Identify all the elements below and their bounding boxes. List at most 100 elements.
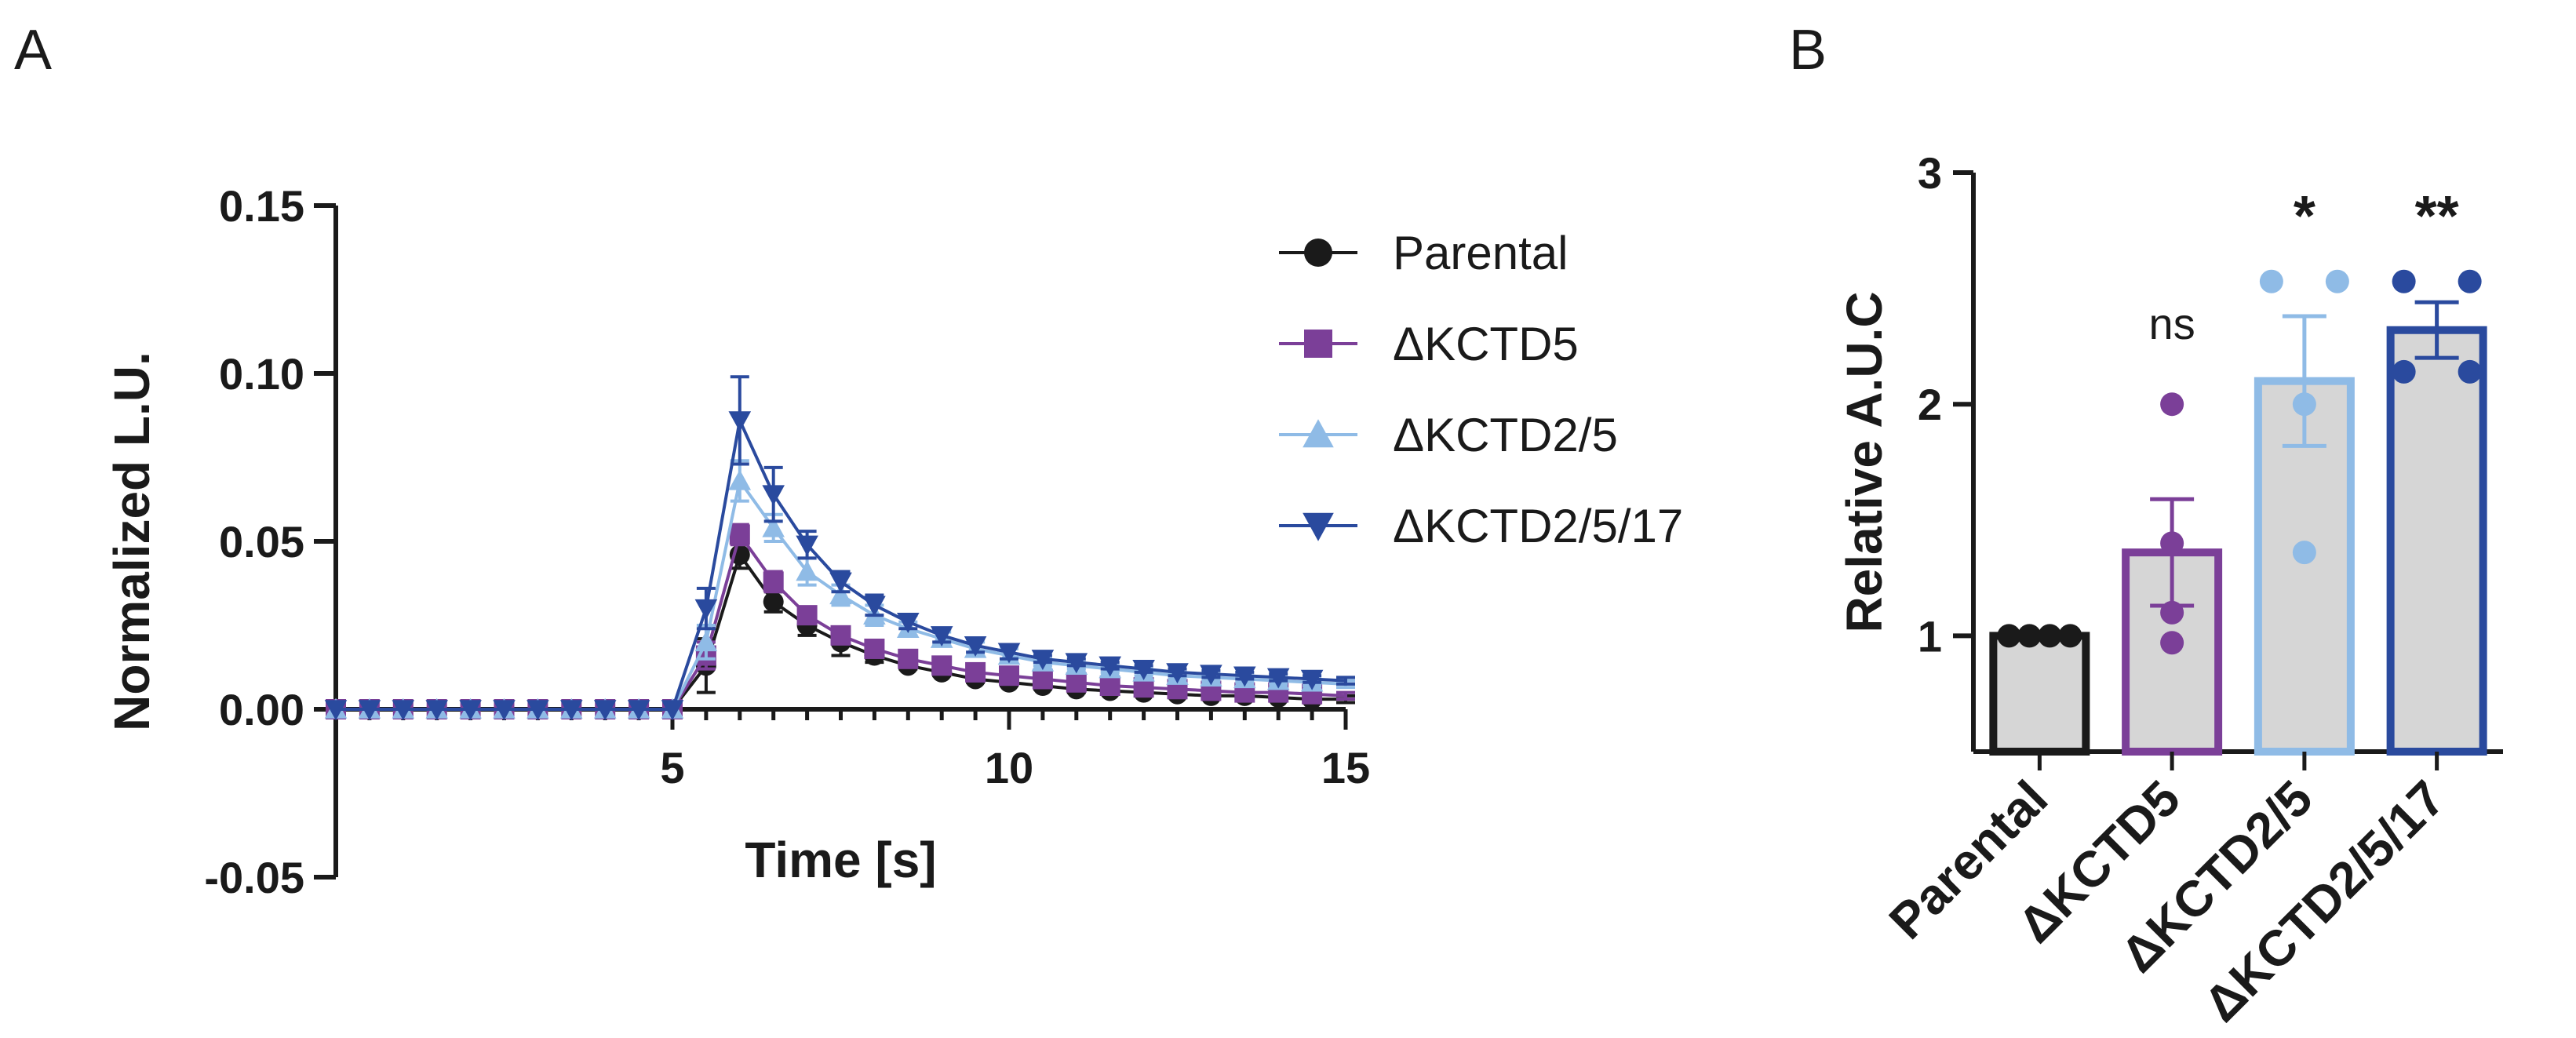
- x-axis-title: Time [s]: [745, 832, 936, 888]
- legend-label: ΔKCTD2/5/17: [1393, 500, 1683, 552]
- replicate-point: [2458, 269, 2482, 293]
- data-point: [1065, 653, 1088, 674]
- data-point: [763, 571, 784, 592]
- y-tick-label: 3: [1918, 148, 1942, 198]
- data-point: [897, 613, 920, 634]
- legend: Parental ΔKCTD5 ΔKCTD2/5 ΔKCTD2/5/17: [1279, 227, 1683, 552]
- data-point: [694, 631, 718, 652]
- significance-label: **: [2415, 185, 2459, 248]
- x-tick-label: 5: [660, 743, 684, 792]
- series-line: [336, 530, 1346, 711]
- data-point: [526, 700, 549, 721]
- data-point: [560, 700, 583, 721]
- y-tick-label: 0.15: [219, 181, 304, 231]
- data-point: [1200, 665, 1222, 686]
- data-point: [593, 700, 617, 721]
- data-point: [762, 516, 785, 537]
- data-point: [728, 411, 752, 432]
- data-point: [1066, 672, 1087, 693]
- y-tick-label: -0.05: [204, 853, 304, 902]
- legend-label: ΔKCTD5: [1393, 318, 1579, 370]
- replicate-point: [2292, 392, 2316, 417]
- x-tick-label: ΔKCTD2/5/17: [2193, 770, 2456, 1033]
- replicate-point: [2458, 359, 2482, 384]
- data-point: [493, 700, 516, 721]
- y-axis-title: Normalized L.U.: [104, 351, 160, 731]
- replicate-point: [1997, 624, 2021, 648]
- replicate-point: [2160, 392, 2184, 417]
- replicate-point: [2058, 624, 2082, 648]
- data-point: [997, 643, 1021, 664]
- replicate-point: [2160, 600, 2184, 625]
- data-point: [728, 469, 752, 490]
- data-point: [1166, 663, 1189, 684]
- replicate-point: [2160, 631, 2184, 655]
- series-3: [324, 375, 1355, 721]
- replicate-point: [2392, 269, 2416, 293]
- data-point: [964, 636, 987, 657]
- data-point: [762, 485, 785, 506]
- replicate-point: [2259, 269, 2283, 293]
- line-chart-panel-a: -0.05 0.00 0.05 0.10 0.15 5 10 15 Time [s] Normal…: [104, 181, 1683, 902]
- data-point: [358, 700, 381, 721]
- data-point: [729, 524, 750, 545]
- data-point: [829, 572, 852, 593]
- y-tick-label: 0.05: [219, 517, 304, 566]
- legend-label: Parental: [1393, 227, 1568, 279]
- replicate-point: [2325, 269, 2349, 293]
- data-point: [796, 535, 818, 556]
- bar: [1989, 632, 2090, 756]
- data-point: [425, 700, 448, 721]
- data-point: [796, 605, 818, 626]
- data-point: [999, 665, 1019, 687]
- y-tick-label: 0.00: [219, 685, 304, 734]
- data-point: [898, 648, 919, 669]
- data-point: [930, 626, 953, 647]
- data-point: [1132, 659, 1155, 680]
- legend-marker: [1304, 239, 1332, 267]
- y-tick-label: 1: [1918, 611, 1942, 661]
- replicate-point: [2038, 624, 2062, 648]
- data-point: [1099, 656, 1121, 677]
- data-point: [1266, 668, 1290, 689]
- data-point: [931, 655, 953, 676]
- data-point: [796, 560, 818, 581]
- legend-label: ΔKCTD2/5: [1393, 409, 1618, 461]
- replicate-point: [2160, 531, 2184, 555]
- data-point: [694, 599, 718, 620]
- data-point: [1031, 650, 1055, 671]
- data-point: [459, 700, 482, 721]
- x-tick-label: 15: [1321, 743, 1370, 792]
- data-point: [863, 595, 886, 617]
- data-point: [1300, 669, 1324, 690]
- data-point: [392, 700, 415, 721]
- legend-marker: [1303, 512, 1334, 541]
- replicate-point: [2392, 359, 2416, 384]
- legend-marker: [1303, 419, 1334, 448]
- panel-label-b: B: [1789, 19, 1827, 82]
- series-line: [336, 415, 1346, 711]
- x-tick-label: 10: [985, 743, 1033, 792]
- y-axis-title: Relative A.U.C: [1836, 291, 1893, 632]
- data-point: [864, 638, 885, 659]
- significance-label: ns: [2149, 299, 2195, 348]
- series-1: [326, 523, 1355, 719]
- data-point: [965, 661, 986, 683]
- data-point: [1032, 668, 1053, 690]
- data-point: [763, 592, 784, 613]
- bar: [2386, 326, 2487, 756]
- significance-label: *: [2294, 185, 2315, 248]
- data-point: [829, 584, 852, 605]
- data-point: [627, 700, 650, 721]
- data-point: [661, 700, 684, 721]
- legend-marker: [1304, 330, 1332, 358]
- data-point: [1233, 666, 1256, 687]
- data-point: [1099, 676, 1120, 697]
- panel-label-a: A: [14, 19, 52, 82]
- replicate-point: [2017, 624, 2042, 648]
- replicate-point: [2292, 541, 2316, 565]
- data-point: [830, 625, 851, 646]
- data-point: [324, 700, 348, 721]
